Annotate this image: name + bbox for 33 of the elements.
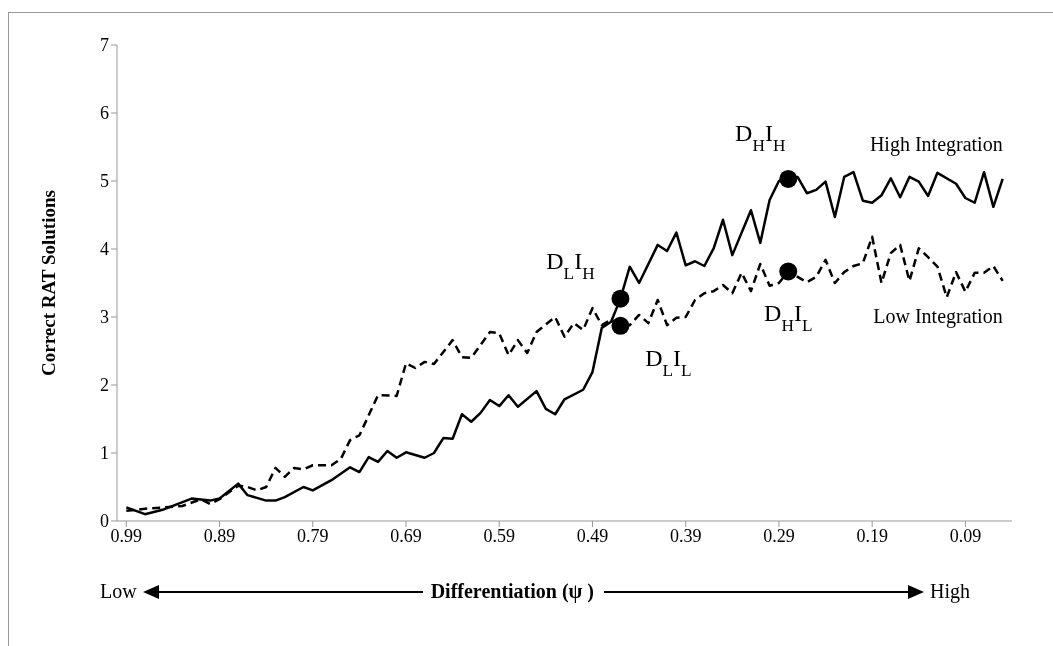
point	[611, 289, 630, 308]
x-tick-label: 0.59	[483, 525, 515, 546]
y-tick-label: 3	[100, 307, 109, 328]
y-tick-label: 2	[100, 375, 109, 396]
annotation: D$_{L}$I$_{L}$	[645, 344, 692, 380]
y-tick-label: 5	[100, 171, 109, 192]
x-tick-label: 0.79	[297, 525, 329, 546]
y-tick-label: 4	[100, 239, 109, 260]
x-tick-label: 0.09	[949, 525, 982, 546]
x-tick-label: 0.29	[763, 525, 795, 546]
series-label: High Integration	[869, 132, 1003, 156]
annotation: D$_{L}$I$_{H}$	[546, 247, 595, 283]
point	[779, 169, 798, 188]
y-tick-label: 7	[100, 35, 109, 56]
point	[611, 316, 630, 335]
x-tick-label: 0.19	[856, 525, 888, 546]
line-series	[125, 170, 1004, 516]
y-axis-title: Correct RAT Solutions	[37, 190, 59, 376]
text: Low	[100, 580, 137, 603]
y-tick-label: 6	[100, 103, 109, 124]
text: High	[930, 580, 971, 603]
x-tick-label: 0.99	[110, 525, 143, 546]
x-axis-title: Differentiation (ψ )	[430, 580, 595, 603]
y-tick-label: 0	[100, 511, 109, 532]
annotation: D$_{H}$I$_{L}$	[764, 300, 813, 335]
annotation: D$_{H}$I$_{H}$	[735, 119, 786, 155]
x-tick-label: 0.89	[203, 525, 236, 546]
x-tick-label: 0.49	[576, 525, 609, 546]
y-tick-label: 1	[100, 443, 109, 464]
series-label: Low Integration	[873, 304, 1003, 328]
x-tick-label: 0.39	[669, 525, 702, 546]
point	[779, 262, 798, 281]
x-tick-label: 0.69	[390, 525, 422, 546]
